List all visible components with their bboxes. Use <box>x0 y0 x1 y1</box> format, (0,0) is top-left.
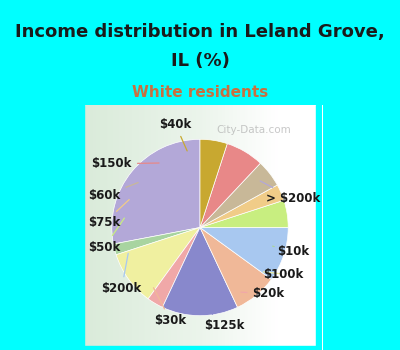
Wedge shape <box>113 228 200 255</box>
Wedge shape <box>200 228 271 307</box>
Text: $200k: $200k <box>102 253 142 295</box>
Wedge shape <box>200 144 260 228</box>
Text: $75k: $75k <box>88 199 129 229</box>
Text: $100k: $100k <box>263 267 304 281</box>
Text: White residents: White residents <box>132 85 268 100</box>
Text: $125k: $125k <box>202 304 245 332</box>
Wedge shape <box>116 228 200 299</box>
Bar <box>78 105 84 350</box>
Wedge shape <box>200 163 277 228</box>
Wedge shape <box>200 139 227 228</box>
Wedge shape <box>200 185 284 228</box>
Text: $40k: $40k <box>159 118 192 151</box>
Text: > $200k: > $200k <box>260 181 320 205</box>
Text: Income distribution in Leland Grove,: Income distribution in Leland Grove, <box>15 22 385 41</box>
Bar <box>78 346 322 350</box>
Wedge shape <box>112 139 200 244</box>
Text: IL (%): IL (%) <box>170 52 230 70</box>
Text: $150k: $150k <box>92 157 159 170</box>
Wedge shape <box>148 228 200 307</box>
Text: $30k: $30k <box>154 288 187 327</box>
Text: $50k: $50k <box>88 218 124 254</box>
Text: City-Data.com: City-Data.com <box>216 125 291 134</box>
Wedge shape <box>200 228 288 279</box>
Text: $20k: $20k <box>241 287 285 300</box>
Bar <box>316 105 322 350</box>
Text: $10k: $10k <box>273 245 309 259</box>
Wedge shape <box>200 200 288 228</box>
Wedge shape <box>162 228 238 316</box>
Text: $60k: $60k <box>88 183 138 202</box>
